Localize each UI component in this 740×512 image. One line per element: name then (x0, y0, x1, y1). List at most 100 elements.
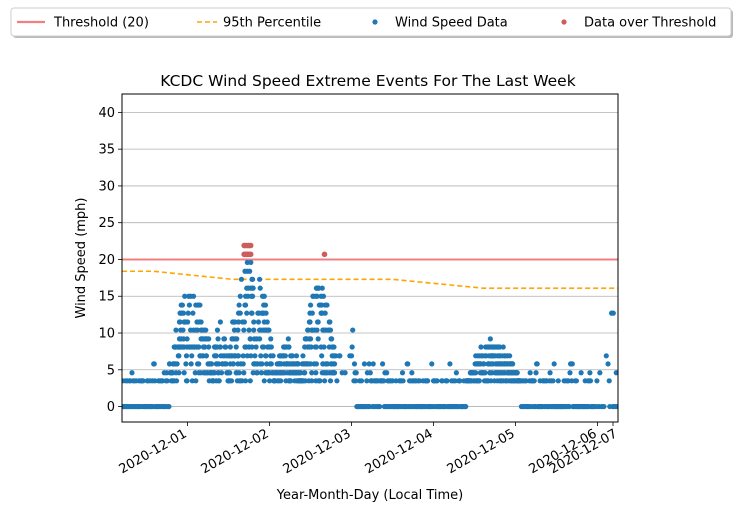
wind-speed-point (196, 344, 202, 350)
wind-speed-point (180, 310, 187, 316)
wind-speed-point (251, 319, 257, 325)
wind-speed-point (257, 285, 263, 291)
wind-speed-point (453, 370, 459, 376)
wind-speed-point (507, 353, 513, 359)
wind-speed-point (353, 378, 359, 384)
wind-speed-point (434, 378, 440, 384)
wind-speed-point (214, 327, 221, 333)
wind-speed-point (509, 361, 516, 367)
wind-speed-point (601, 403, 607, 410)
wind-speed-point (285, 336, 291, 342)
wind-speed-point (213, 353, 219, 359)
wind-speed-point (234, 336, 240, 342)
x-axis-label: Year-Month-Day (Local Time) (276, 488, 463, 503)
over-threshold-point (247, 242, 254, 249)
y-tick-label: 10 (98, 327, 115, 342)
wind-speed-point (457, 378, 463, 384)
wind-speed-point (331, 370, 338, 376)
x-tick-label: 2020-12-02 (199, 426, 272, 477)
wind-speed-point (217, 344, 223, 350)
wind-speed-point (514, 370, 520, 376)
wind-speed-point (223, 344, 229, 350)
y-axis-label: Wind Speed (mph) (74, 198, 89, 319)
wind-speed-point (409, 370, 415, 376)
wind-speed-point (289, 353, 296, 359)
legend-label: Threshold (20) (53, 16, 149, 31)
wind-speed-point (242, 378, 249, 384)
wind-speed-point (255, 319, 262, 325)
wind-speed-point (614, 403, 618, 410)
wind-speed-point (193, 378, 199, 384)
wind-speed-point (196, 361, 202, 367)
wind-speed-point (307, 319, 313, 325)
wind-speed-point (181, 370, 187, 376)
wind-speed-point (358, 378, 365, 384)
wind-speed-point (233, 344, 239, 350)
wind-speed-point (258, 370, 264, 376)
wind-speed-point (263, 353, 269, 359)
wind-speed-point (551, 361, 557, 367)
wind-speed-point (206, 336, 212, 342)
wind-speed-point (185, 310, 191, 316)
wind-speed-point (259, 361, 265, 367)
wind-speed-point (309, 310, 315, 316)
wind-speed-point (300, 353, 306, 359)
wind-speed-point (173, 378, 180, 384)
wind-speed-point (337, 353, 343, 359)
wind-speed-point (251, 327, 257, 333)
wind-speed-point (481, 361, 487, 367)
wind-speed-point (261, 344, 267, 350)
wind-speed-point (203, 327, 209, 333)
wind-speed-point (186, 302, 193, 308)
wind-speed-point (302, 370, 308, 376)
wind-speed-point (377, 403, 383, 410)
wind-speed-point (174, 361, 180, 367)
wind-speed-point (249, 276, 256, 282)
wind-speed-point (379, 361, 386, 367)
series-group (122, 242, 618, 410)
y-tick-label: 30 (98, 179, 115, 194)
wind-speed-point (258, 353, 264, 359)
wind-speed-point (349, 344, 355, 350)
wind-speed-point (261, 378, 267, 384)
wind-speed-point (534, 361, 540, 367)
wind-speed-point (320, 293, 327, 299)
wind-speed-point (173, 327, 179, 333)
wind-speed-point (237, 310, 243, 316)
wind-speed-point (201, 344, 208, 350)
wind-speed-point (353, 370, 359, 376)
wind-speed-point (321, 344, 327, 350)
wind-speed-point (250, 285, 256, 291)
wind-speed-point (573, 378, 580, 384)
wind-speed-point (315, 319, 321, 325)
wind-speed-point (327, 327, 334, 333)
wind-speed-point (176, 353, 182, 359)
wind-speed-point (268, 336, 274, 342)
wind-speed-point (244, 310, 250, 316)
wind-speed-point (237, 293, 243, 299)
wind-speed-point (319, 353, 325, 359)
legend-marker-swatch (372, 19, 378, 25)
wind-speed-point (206, 344, 212, 350)
wind-speed-point (307, 336, 314, 342)
wind-speed-point (331, 361, 338, 367)
wind-speed-point (350, 327, 356, 333)
y-tick-label: 25 (98, 216, 115, 231)
wind-speed-point (473, 370, 479, 376)
y-tick-label: 40 (98, 106, 115, 121)
wind-speed-point (248, 353, 254, 359)
wind-speed-point (527, 370, 533, 376)
x-tick-label: 2020-12-03 (281, 426, 354, 477)
wind-speed-point (315, 336, 321, 342)
wind-speed-point (241, 327, 247, 333)
wind-speed-point (268, 361, 274, 367)
wind-speed-point (183, 353, 190, 359)
wind-speed-point (597, 370, 603, 376)
wind-speed-point (261, 293, 267, 299)
wind-speed-point (257, 276, 263, 282)
wind-speed-point (327, 319, 333, 325)
wind-speed-point (253, 344, 259, 350)
wind-speed-point (555, 378, 561, 384)
wind-speed-point (264, 319, 270, 325)
wind-speed-point (203, 353, 209, 359)
